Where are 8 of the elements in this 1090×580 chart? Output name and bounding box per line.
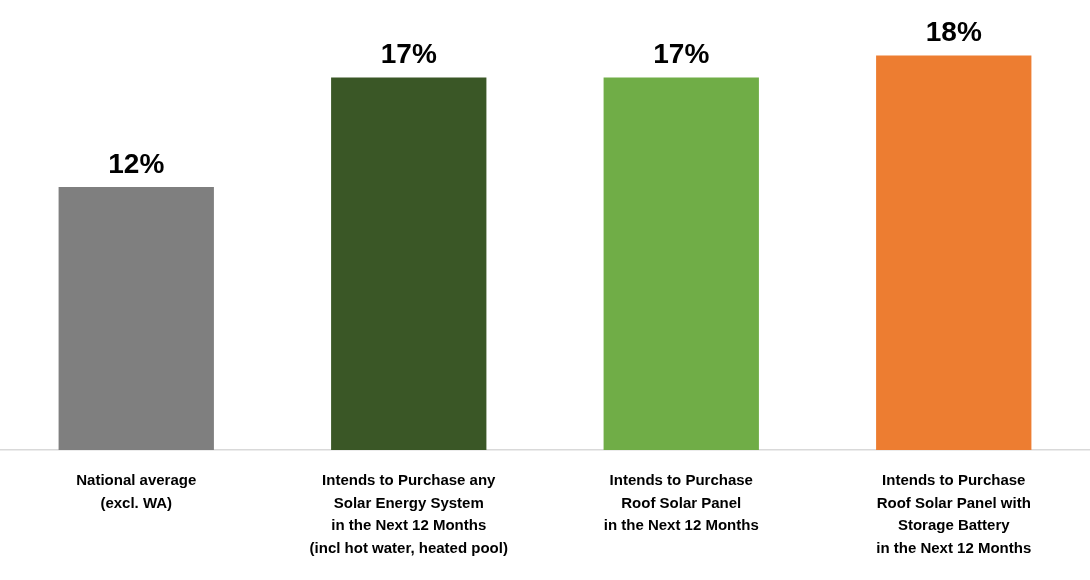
data-label: 18% (925, 16, 982, 48)
x-tick-label: Intends to Purchase Roof Solar Panel with Storage Battery in the Next 12 Months (876, 471, 1032, 556)
x-tick-label: National average (excl. WA) (76, 471, 197, 511)
x-tick-label: Intends to Purchase Roof Solar Panel in the Next 12 Months (603, 471, 759, 534)
x-tick-label: Intends to Purchase any Solar Energy System in the Next 12 Months (incl hot water, heated pool) (309, 471, 508, 556)
data-label: 17% (653, 38, 710, 70)
data-label: 12% (108, 147, 165, 179)
data-label: 17% (380, 38, 437, 70)
